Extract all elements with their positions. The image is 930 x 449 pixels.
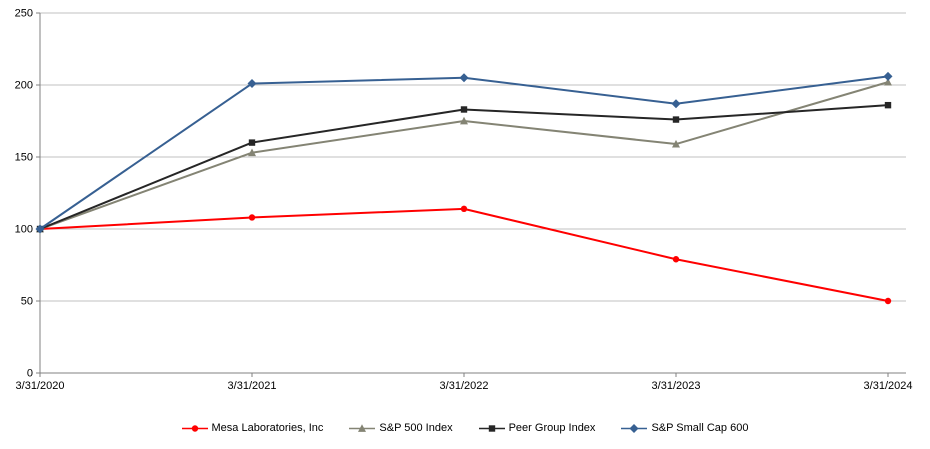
legend-swatch-icon bbox=[478, 424, 505, 432]
triangle-marker-icon bbox=[460, 116, 468, 125]
x-axis-label: 3/31/2024 bbox=[864, 380, 913, 392]
circle-marker-icon bbox=[672, 256, 680, 263]
x-axis-label: 3/31/2020 bbox=[16, 380, 65, 392]
legend-swatch-icon bbox=[181, 424, 208, 432]
legend-item-s-p-500-index: S&P 500 Index bbox=[349, 422, 453, 434]
diamond-marker-icon bbox=[883, 71, 893, 81]
performance-line-chart-plot: 0 50 100 150 200 250 3/31/2020 3/31/2021 3/31/20… bbox=[15, 8, 913, 393]
triangle-marker-icon bbox=[358, 423, 367, 432]
diamond-marker-icon bbox=[459, 73, 469, 83]
legend-swatch-icon bbox=[349, 423, 376, 432]
circle-marker-icon bbox=[191, 424, 198, 432]
triangle-marker-icon bbox=[248, 148, 256, 157]
y-axis-label: 200 bbox=[15, 80, 33, 92]
legend-label: Mesa Laboratories, Inc bbox=[211, 422, 324, 434]
square-marker-icon bbox=[488, 424, 495, 432]
x-axis-label: 3/31/2021 bbox=[228, 380, 277, 392]
legend-label: S&P 500 Index bbox=[379, 422, 453, 434]
diamond-marker-icon bbox=[247, 79, 257, 89]
diamond-marker-icon bbox=[671, 99, 681, 109]
square-marker-icon bbox=[460, 106, 468, 113]
circle-marker-icon bbox=[460, 205, 468, 213]
chart-legend: Mesa Laboratories, Inc S&P 500 Index Peer … bbox=[0, 421, 930, 435]
y-axis-label: 0 bbox=[27, 368, 33, 380]
x-axis-label: 3/31/2023 bbox=[652, 380, 701, 392]
triangle-marker-icon bbox=[672, 139, 680, 148]
square-marker-icon bbox=[884, 101, 892, 109]
legend-label: S&P Small Cap 600 bbox=[651, 422, 749, 434]
circle-marker-icon bbox=[884, 297, 892, 305]
circle-marker-icon bbox=[248, 214, 256, 221]
square-marker-icon bbox=[672, 116, 680, 123]
legend-item-mesa-laboratories-inc: Mesa Laboratories, Inc bbox=[181, 422, 324, 434]
y-axis-label: 100 bbox=[15, 224, 33, 236]
y-axis-label: 250 bbox=[15, 8, 33, 20]
legend-item-peer-group-index: Peer Group Index bbox=[478, 422, 596, 434]
diamond-marker-icon bbox=[35, 224, 45, 234]
y-axis-label: 50 bbox=[21, 296, 33, 308]
series-line-mesa-laboratories-inc bbox=[39, 207, 889, 302]
x-axis-label: 3/31/2022 bbox=[440, 380, 489, 392]
legend-label: Peer Group Index bbox=[508, 422, 596, 434]
y-axis-label: 150 bbox=[15, 152, 33, 164]
square-marker-icon bbox=[248, 139, 256, 146]
legend-item-s-p-small-cap-600: S&P Small Cap 600 bbox=[621, 422, 748, 434]
triangle-marker-icon bbox=[884, 77, 892, 86]
diamond-marker-icon bbox=[629, 423, 639, 433]
legend-swatch-icon bbox=[621, 423, 648, 433]
